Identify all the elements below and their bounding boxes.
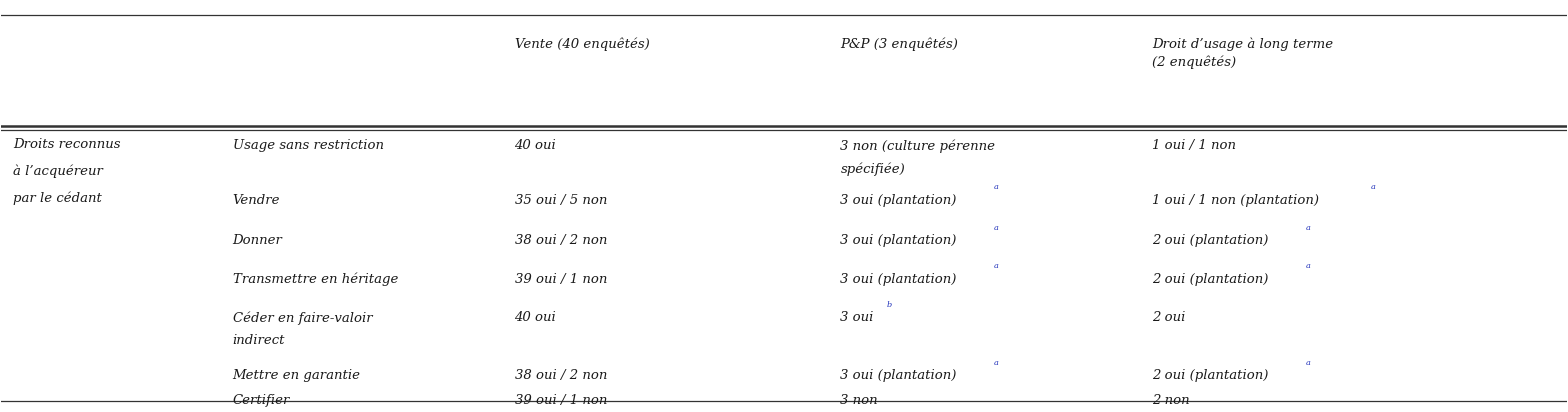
Text: spécifiée): spécifiée) <box>840 162 905 176</box>
Text: 2 oui (plantation): 2 oui (plantation) <box>1152 370 1269 382</box>
Text: Donner: Donner <box>232 234 282 247</box>
Text: indirect: indirect <box>232 334 285 347</box>
Text: a: a <box>1305 359 1311 367</box>
Text: 1 oui / 1 non (plantation): 1 oui / 1 non (plantation) <box>1152 194 1319 207</box>
Text: Certifier: Certifier <box>232 394 290 407</box>
Text: Mettre en garantie: Mettre en garantie <box>232 370 361 382</box>
Text: a: a <box>1305 224 1311 232</box>
Text: 2 non: 2 non <box>1152 394 1190 407</box>
Text: 35 oui / 5 non: 35 oui / 5 non <box>514 194 607 207</box>
Text: Transmettre en héritage: Transmettre en héritage <box>232 272 398 286</box>
Text: 1 oui / 1 non: 1 oui / 1 non <box>1152 140 1236 152</box>
Text: 3 non (culture pérenne: 3 non (culture pérenne <box>840 140 996 153</box>
Text: Droit d’usage à long terme
(2 enquêtés): Droit d’usage à long terme (2 enquêtés) <box>1152 37 1333 69</box>
Text: Droits reconnus: Droits reconnus <box>13 138 121 151</box>
Text: 39 oui / 1 non: 39 oui / 1 non <box>514 394 607 407</box>
Text: 3 oui (plantation): 3 oui (plantation) <box>840 194 956 207</box>
Text: 2 oui: 2 oui <box>1152 311 1185 324</box>
Text: a: a <box>994 224 999 232</box>
Text: par le cédant: par le cédant <box>13 192 102 205</box>
Text: P&P (3 enquêtés): P&P (3 enquêtés) <box>840 37 958 51</box>
Text: 3 non: 3 non <box>840 394 878 407</box>
Text: 3 oui (plantation): 3 oui (plantation) <box>840 370 956 382</box>
Text: Céder en faire-valoir: Céder en faire-valoir <box>232 311 372 325</box>
Text: 3 oui (plantation): 3 oui (plantation) <box>840 234 956 247</box>
Text: 39 oui / 1 non: 39 oui / 1 non <box>514 272 607 286</box>
Text: a: a <box>1370 183 1375 192</box>
Text: 40 oui: 40 oui <box>514 140 557 152</box>
Text: b: b <box>886 301 892 309</box>
Text: a: a <box>994 262 999 270</box>
Text: 38 oui / 2 non: 38 oui / 2 non <box>514 370 607 382</box>
Text: Vente (40 enquêtés): Vente (40 enquêtés) <box>514 37 649 51</box>
Text: 3 oui: 3 oui <box>840 311 873 324</box>
Text: a: a <box>994 359 999 367</box>
Text: à l’acquéreur: à l’acquéreur <box>13 165 103 178</box>
Text: a: a <box>1305 262 1311 270</box>
Text: 40 oui: 40 oui <box>514 311 557 324</box>
Text: a: a <box>994 183 999 192</box>
Text: 3 oui (plantation): 3 oui (plantation) <box>840 272 956 286</box>
Text: 2 oui (plantation): 2 oui (plantation) <box>1152 234 1269 247</box>
Text: Vendre: Vendre <box>232 194 281 207</box>
Text: 2 oui (plantation): 2 oui (plantation) <box>1152 272 1269 286</box>
Text: 38 oui / 2 non: 38 oui / 2 non <box>514 234 607 247</box>
Text: Usage sans restriction: Usage sans restriction <box>232 140 384 152</box>
